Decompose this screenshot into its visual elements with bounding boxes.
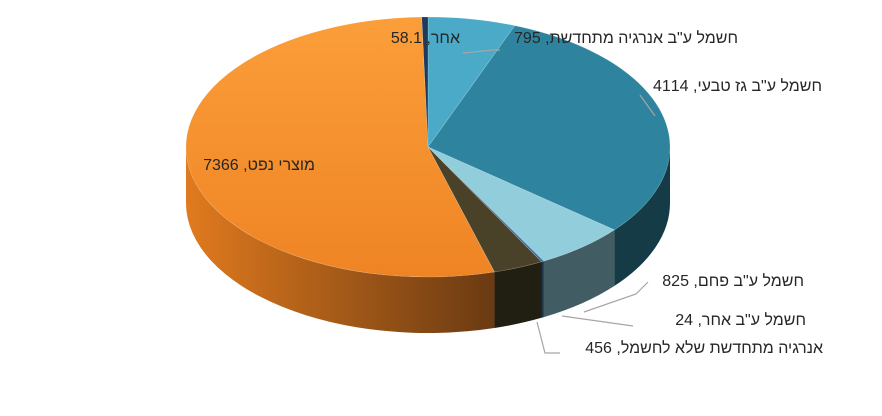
leader-line-renewable-non-electric: [536, 321, 560, 354]
label-renewable-electricity: חשמל ע"ב אנרגיה מתחדשת, 795: [514, 29, 738, 47]
pie-side-natural-gas-electricity: [614, 147, 670, 286]
label-petroleum-products: מוצרי נפט, 7366: [203, 157, 315, 174]
label-natural-gas-electricity: חשמל ע"ב גז טבעי, 4114: [653, 77, 822, 95]
data-labels: אחר, 58.1 חשמל ע"ב אנרגיה מתחדשת, 795 חש…: [203, 29, 823, 357]
label-other: אחר, 58.1: [391, 30, 460, 47]
leader-line-natural-gas-electricity: [639, 94, 656, 117]
pie-slice-coal-electricity: [427, 146, 616, 262]
pie-side-other-electricity: [541, 261, 544, 318]
pie-sides: [186, 147, 670, 333]
label-coal-electricity: חשמל ע"ב פחם, 825: [662, 272, 804, 290]
label-other-electricity: חשמל ע"ב אחר, 24: [675, 311, 806, 329]
pie-slice-other-electricity: [427, 146, 545, 263]
pie-side-coal-electricity: [543, 229, 615, 318]
pie-slice-petroleum-products: [185, 16, 495, 278]
leader-lines: [462, 49, 656, 354]
leader-line-coal-electricity: [583, 281, 649, 313]
pie-tops: [185, 16, 671, 278]
pie-slice-other: [421, 16, 429, 148]
leader-line-renewable-electricity: [462, 49, 500, 54]
pie-slice-renewable-non-electric: [427, 146, 543, 273]
pie-side-petroleum-products: [186, 147, 495, 333]
leader-line-other-electricity: [561, 315, 634, 327]
pie-slice-natural-gas-electricity: [427, 25, 671, 231]
label-renewable-non-electric: אנרגיה מתחדשת שלא לחשמל, 456: [585, 339, 823, 357]
pie-side-renewable-non-electric: [494, 261, 542, 329]
